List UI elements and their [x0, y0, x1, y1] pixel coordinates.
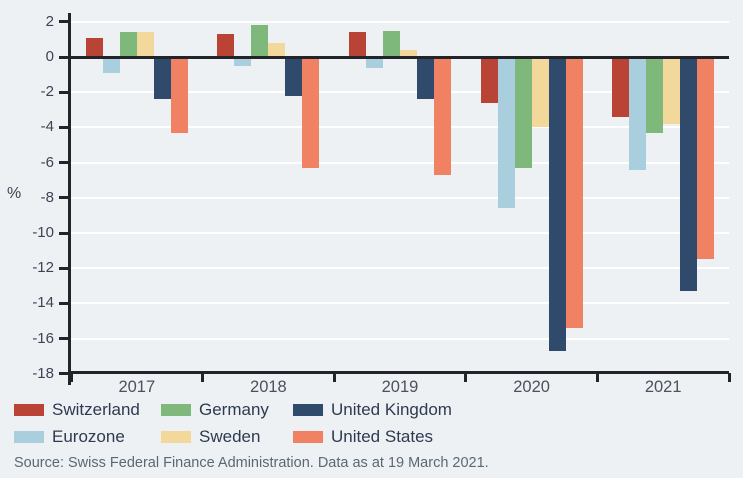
x-tick-label: 2017 [118, 378, 156, 396]
bar-sweden-2019 [400, 49, 417, 57]
legend-swatch-eurozone [14, 431, 44, 443]
legend-label: Eurozone [52, 427, 125, 446]
y-tick-label: -8 [40, 188, 54, 206]
legend-item-switzerland: Switzerland [14, 401, 161, 419]
y-tick-label: -6 [40, 153, 54, 171]
y-tick-label: -14 [32, 294, 54, 312]
legend: Switzerland Eurozone Germany Sweden United K… [14, 401, 452, 446]
legend-item-eurozone: Eurozone [14, 428, 161, 446]
bar-switzerland-2021 [612, 57, 630, 117]
bar-germany-2017 [119, 32, 137, 57]
y-tick-label: 2 [45, 12, 54, 30]
bar-eurozone-2018 [234, 57, 252, 66]
y-axis-tick [59, 125, 68, 129]
legend-label: United States [331, 427, 434, 446]
y-tick-label: 0 [45, 48, 54, 65]
legend-label: Switzerland [52, 400, 140, 419]
bar-germany-2020 [514, 57, 532, 168]
y-axis-tick [59, 20, 68, 24]
gridline [71, 196, 729, 199]
source-note: Source: Swiss Federal Finance Administra… [14, 455, 489, 471]
bar-switzerland-2017 [85, 37, 103, 57]
bar-united-states-2020 [565, 57, 583, 329]
y-tick-label: -4 [40, 118, 54, 136]
y-axis-tick [59, 231, 68, 235]
legend-swatch-sweden [161, 431, 191, 443]
bar-germany-2018 [251, 25, 269, 57]
x-axis-tick [464, 373, 468, 382]
bar-eurozone-2017 [102, 57, 120, 73]
bar-switzerland-2020 [480, 57, 498, 103]
legend-item-sweden: Sweden [161, 428, 293, 446]
gridline [71, 91, 729, 94]
gridline [71, 20, 729, 23]
bar-switzerland-2019 [349, 32, 366, 57]
y-axis-tick [59, 90, 68, 94]
y-axis-unit-label: % [7, 185, 22, 202]
y-axis-tick [59, 337, 68, 341]
bar-sweden-2020 [531, 57, 549, 128]
y-axis-tick [59, 372, 68, 376]
gridline [71, 126, 729, 129]
x-axis-tick [332, 373, 336, 382]
x-tick-label: 2019 [381, 378, 419, 396]
x-axis-tick [595, 373, 599, 382]
bar-sweden-2017 [136, 32, 154, 57]
bar-united-states-2021 [697, 57, 715, 260]
x-axis-line [68, 371, 729, 374]
y-axis-line [68, 13, 71, 385]
bar-united-kingdom-2019 [417, 57, 434, 100]
bar-united-states-2018 [302, 57, 320, 168]
gridline [71, 302, 729, 305]
legend-item-germany: Germany [161, 401, 293, 419]
bar-sweden-2018 [268, 42, 286, 57]
bar-united-kingdom-2021 [680, 57, 698, 292]
legend-item-united-states: United States [293, 428, 452, 446]
legend-swatch-united-kingdom [293, 404, 323, 416]
legend-label: Sweden [199, 427, 261, 446]
y-axis-tick [59, 301, 68, 305]
bar-united-kingdom-2020 [548, 57, 566, 351]
x-tick-label: 2018 [250, 378, 287, 396]
y-axis-tick [59, 196, 68, 200]
y-tick-label: -10 [32, 224, 54, 241]
bar-germany-2021 [646, 57, 664, 133]
x-axis-tick [69, 373, 73, 382]
bar-eurozone-2020 [497, 57, 515, 209]
bar-germany-2019 [383, 30, 400, 57]
x-axis-tick [727, 373, 731, 382]
gridline [71, 267, 729, 270]
legend-label: Germany [199, 400, 269, 419]
y-axis-tick [59, 55, 68, 59]
x-axis-tick [201, 373, 205, 382]
x-tick-label: 2020 [513, 378, 550, 396]
legend-swatch-switzerland [14, 404, 44, 416]
legend-swatch-united-states [293, 431, 323, 443]
x-tick-label: 2021 [644, 378, 682, 396]
gridline [71, 232, 729, 234]
bar-united-states-2019 [434, 57, 451, 175]
bar-switzerland-2018 [217, 34, 235, 57]
legend-item-united-kingdom: United Kingdom [293, 401, 452, 419]
gridline [71, 161, 729, 164]
y-tick-label: -16 [32, 329, 54, 347]
y-tick-label: -2 [40, 83, 54, 101]
bar-eurozone-2021 [629, 57, 647, 170]
bar-united-kingdom-2018 [285, 57, 303, 96]
y-tick-label: -12 [32, 259, 54, 277]
bar-united-states-2017 [170, 57, 188, 133]
bar-sweden-2021 [663, 57, 681, 124]
y-axis-tick [59, 266, 68, 270]
gridline [71, 337, 729, 340]
y-axis-tick [59, 161, 68, 165]
legend-swatch-germany [161, 404, 191, 416]
bar-eurozone-2019 [366, 57, 383, 68]
zero-baseline [68, 55, 729, 59]
legend-label: United Kingdom [331, 400, 452, 419]
y-tick-label: -18 [32, 364, 54, 382]
bar-united-kingdom-2017 [153, 57, 171, 100]
